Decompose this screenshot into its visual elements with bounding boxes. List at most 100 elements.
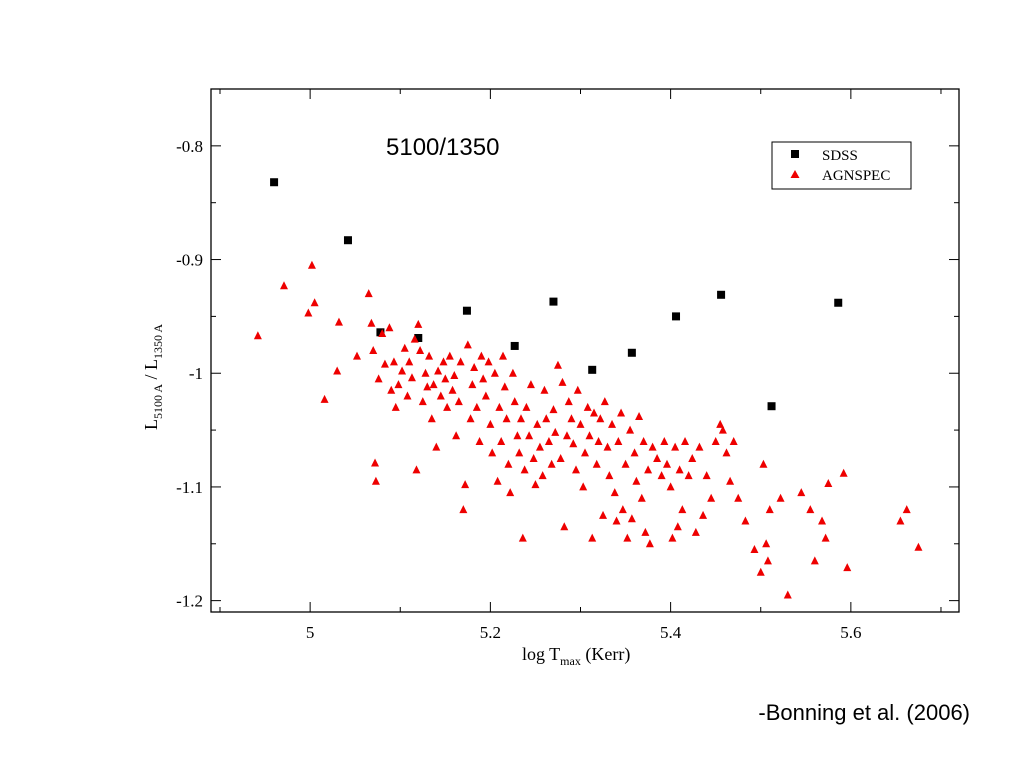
agnspec-point xyxy=(810,556,819,565)
agnspec-point xyxy=(596,414,605,423)
agnspec-point xyxy=(500,382,509,391)
agnspec-point xyxy=(645,539,654,548)
agnspec-point xyxy=(762,539,771,548)
agnspec-point xyxy=(671,442,680,451)
agnspec-point xyxy=(443,402,452,411)
agnspec-point xyxy=(380,359,389,368)
sdss-point xyxy=(549,297,558,306)
x-axis-label-suffix: (Kerr) xyxy=(581,644,630,665)
agnspec-point xyxy=(475,436,484,445)
agnspec-point xyxy=(765,505,774,514)
x-axis-label: log Tmax (Kerr) xyxy=(522,644,630,668)
agnspec-point xyxy=(544,436,553,445)
y-axis-label-sub2: 1350 A xyxy=(151,324,165,359)
agnspec-point xyxy=(759,459,768,468)
agnspec-point xyxy=(553,360,562,369)
agnspec-point xyxy=(488,448,497,457)
agnspec-point xyxy=(896,516,905,525)
agnspec-point xyxy=(821,533,830,542)
agnspec-point xyxy=(547,459,556,468)
agnspec-point xyxy=(448,385,457,394)
agnspec-point xyxy=(806,505,815,514)
agnspec-point xyxy=(644,465,653,474)
agnspec-point xyxy=(310,298,319,307)
agnspec-point xyxy=(403,391,412,400)
agnspec-point xyxy=(556,454,565,463)
agnspec-point xyxy=(585,431,594,440)
sdss-point xyxy=(462,306,471,315)
agnspec-point xyxy=(763,556,772,565)
data-points xyxy=(253,178,923,599)
agnspec-point xyxy=(914,542,923,551)
agnspec-point xyxy=(364,289,373,298)
agnspec-point xyxy=(542,414,551,423)
x-tick-label: 5.2 xyxy=(480,623,501,642)
agnspec-point xyxy=(797,488,806,497)
agnspec-point xyxy=(639,436,648,445)
agnspec-point xyxy=(571,465,580,474)
agnspec-point xyxy=(688,454,697,463)
agnspec-point xyxy=(481,391,490,400)
agnspec-point xyxy=(456,357,465,366)
agnspec-point xyxy=(279,281,288,290)
agnspec-point xyxy=(374,374,383,383)
agnspec-point xyxy=(517,414,526,423)
agnspec-point xyxy=(590,408,599,417)
agnspec-point xyxy=(352,351,361,360)
agnspec-point xyxy=(484,357,493,366)
agnspec-point xyxy=(588,533,597,542)
agnspec-point xyxy=(630,448,639,457)
agnspec-point xyxy=(902,505,911,514)
agnspec-point xyxy=(716,419,725,428)
agnspec-point xyxy=(477,351,486,360)
agnspec-point xyxy=(385,323,394,332)
agnspec-point xyxy=(567,414,576,423)
agnspec-point xyxy=(307,260,316,269)
agnspec-point xyxy=(729,436,738,445)
y-tick-label: -0.9 xyxy=(176,251,203,270)
x-tick-label: 5.6 xyxy=(840,623,861,642)
agnspec-point xyxy=(334,317,343,326)
agnspec-point xyxy=(304,308,313,317)
agnspec-point xyxy=(707,493,716,502)
agnspec-point xyxy=(452,431,461,440)
x-axis-label-main: log T xyxy=(522,644,560,664)
agnspec-point xyxy=(414,319,423,328)
agnspec-point xyxy=(423,382,432,391)
legend-agnspec-label: AGNSPEC xyxy=(822,168,890,184)
tick-labels: 5 5.2 5.4 5.6 -0.8 -0.9 -1 -1.1 -1.2 xyxy=(176,137,861,642)
agnspec-point xyxy=(549,405,558,414)
agnspec-point xyxy=(412,465,421,474)
x-tick-label: 5 xyxy=(306,623,315,642)
agnspec-point xyxy=(468,380,477,389)
agnspec-point xyxy=(583,402,592,411)
agnspec-point xyxy=(418,397,427,406)
agnspec-point xyxy=(432,442,441,451)
agnspec-point xyxy=(612,516,621,525)
agnspec-point xyxy=(695,442,704,451)
agnspec-point xyxy=(320,394,329,403)
agnspec-point xyxy=(497,436,506,445)
agnspec-point xyxy=(466,414,475,423)
agnspec-point xyxy=(691,527,700,536)
agnspec-point xyxy=(681,436,690,445)
y-axis-label-l1: L xyxy=(141,419,161,430)
agnspec-point xyxy=(684,471,693,480)
agnspec-point xyxy=(479,374,488,383)
agnspec-point xyxy=(741,516,750,525)
agnspec-point xyxy=(529,454,538,463)
agnspec-point xyxy=(783,590,792,599)
agnspec-point xyxy=(459,505,468,514)
agnspec-point xyxy=(626,425,635,434)
agnspec-point xyxy=(592,459,601,468)
agnspec-point xyxy=(560,522,569,531)
agnspec-point xyxy=(579,482,588,491)
agnspec-point xyxy=(558,377,567,386)
agnspec-point xyxy=(603,442,612,451)
y-tick-label: -1.2 xyxy=(176,592,203,611)
agnspec-point xyxy=(610,488,619,497)
sdss-point xyxy=(588,365,597,374)
agnspec-point xyxy=(637,493,646,502)
agnspec-point xyxy=(531,480,540,489)
